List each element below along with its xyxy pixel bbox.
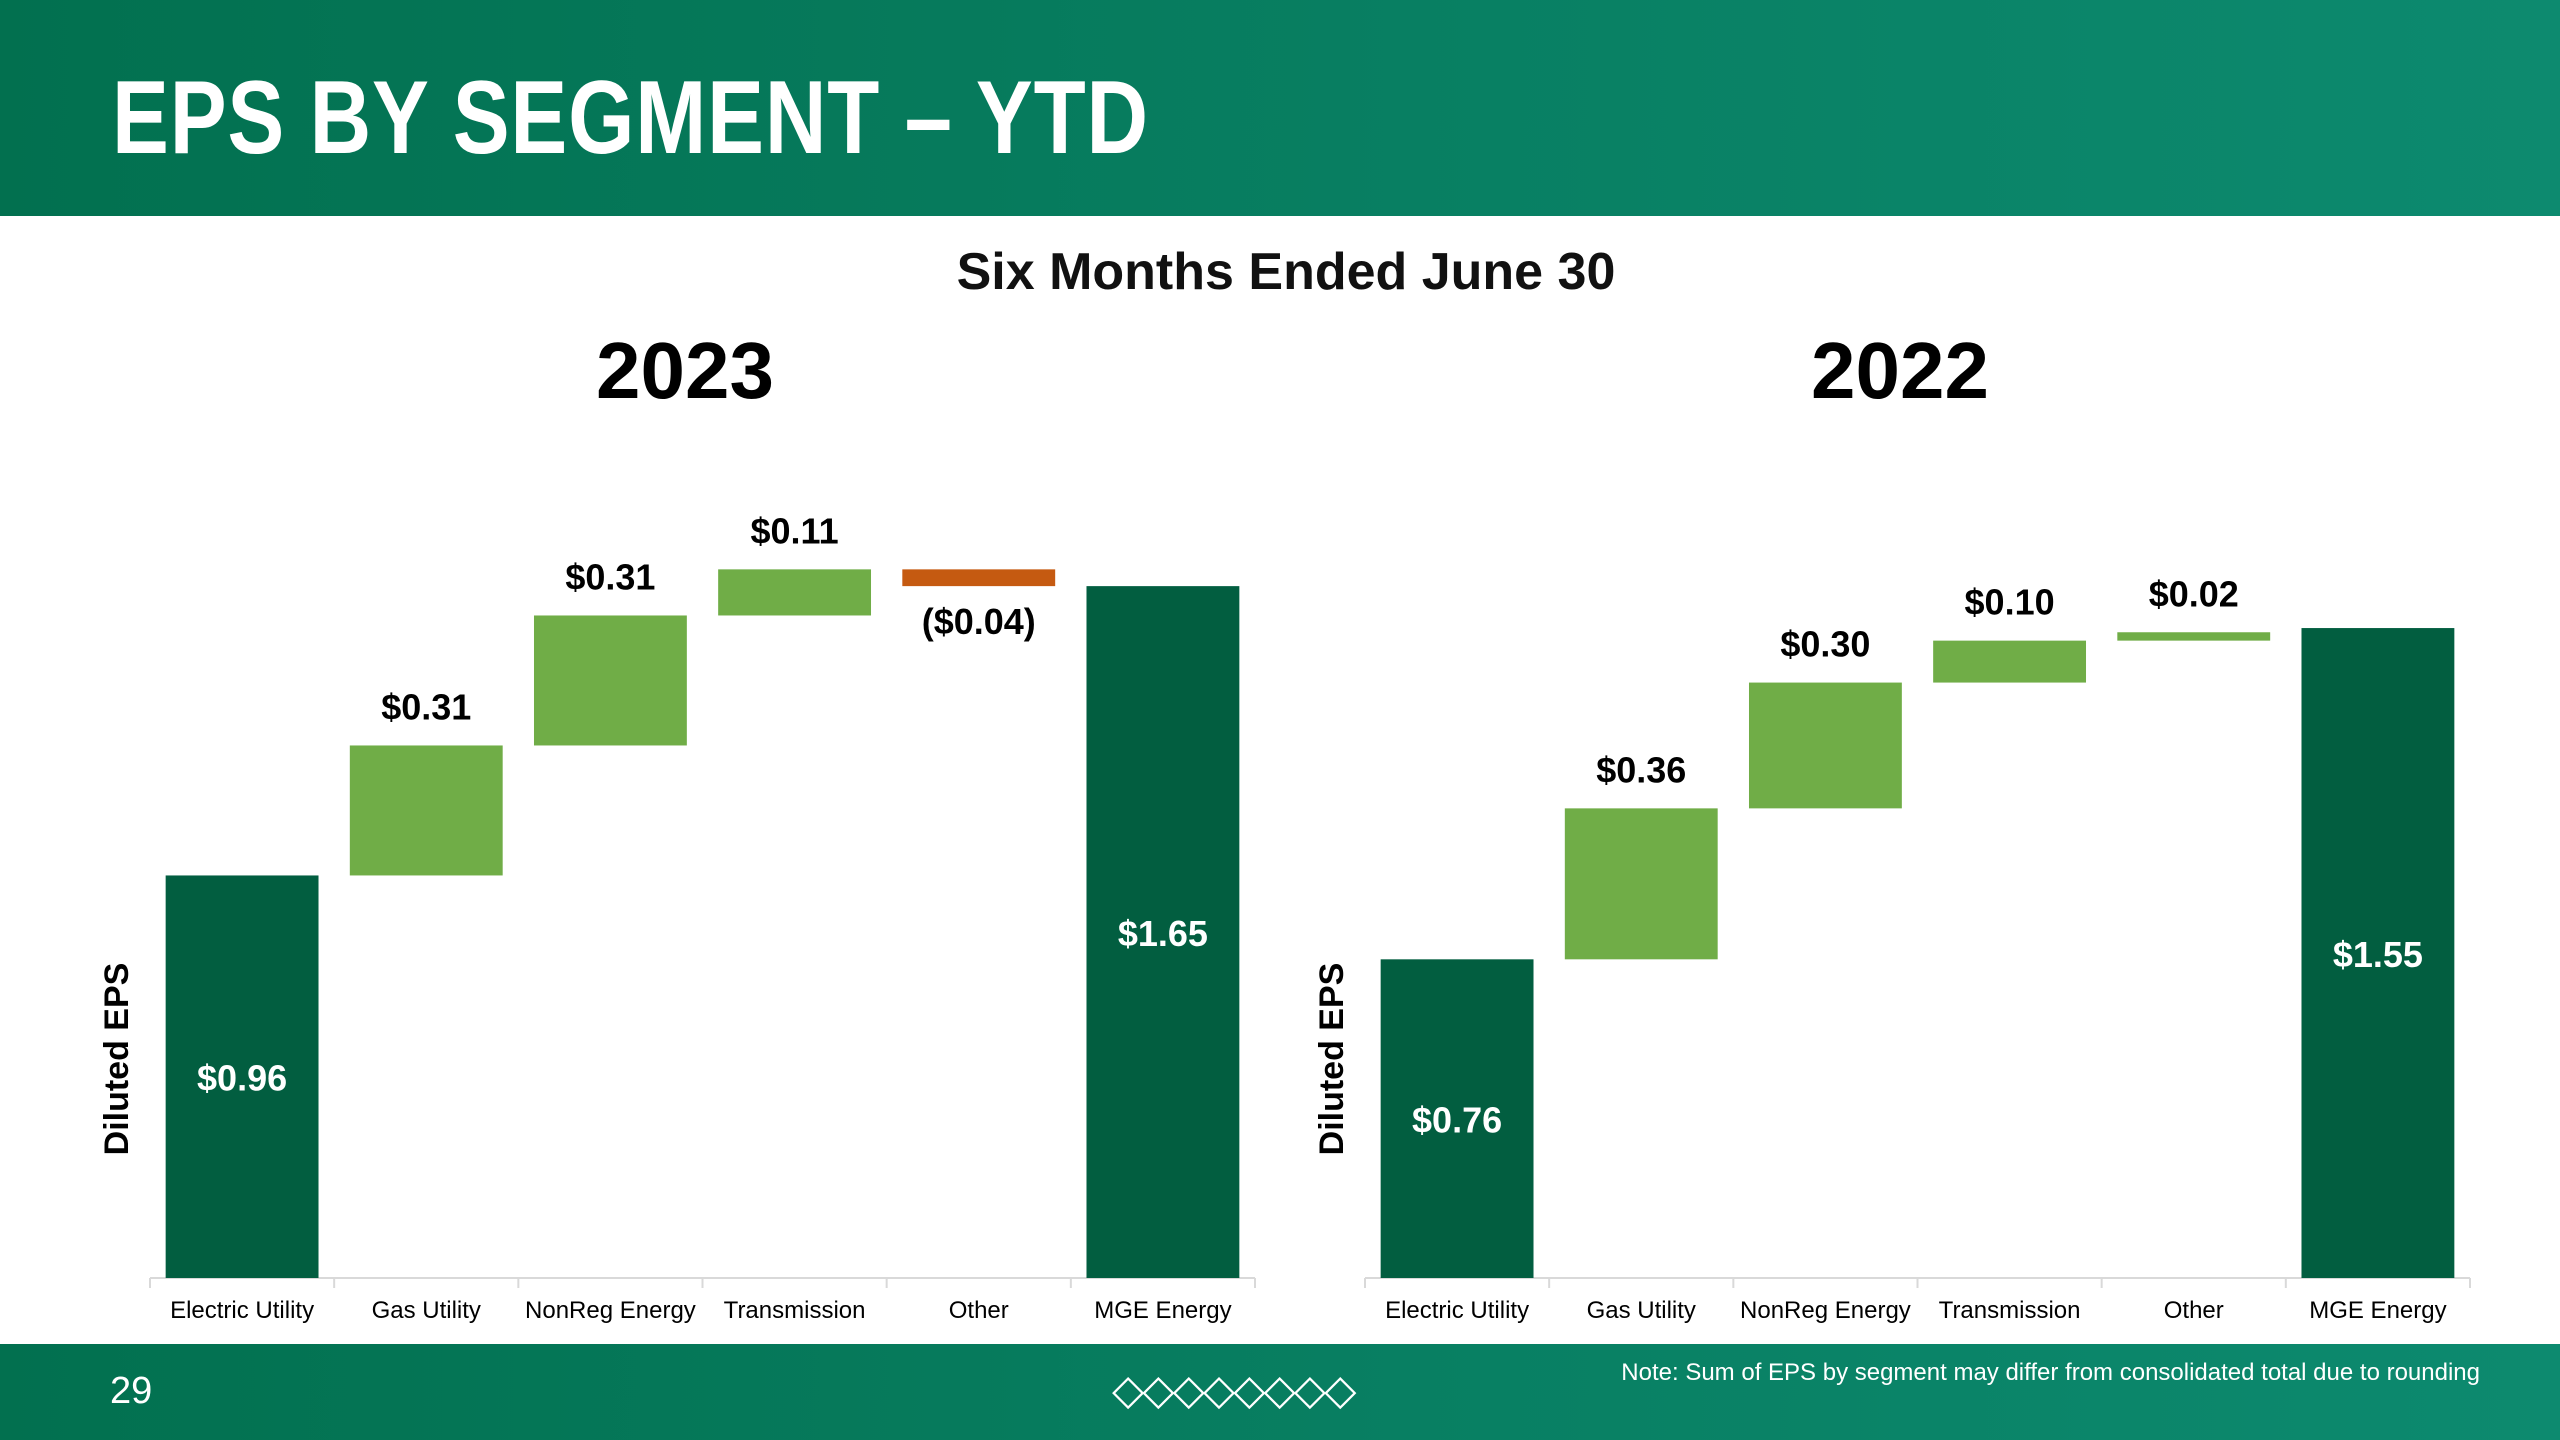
x-tick-label: Other (2164, 1297, 2224, 1324)
data-label: $0.10 (1965, 582, 2055, 623)
page-number: 29 (110, 1370, 153, 1412)
diamond-decoration: ◇◇◇◇◇◇◇◇ (1112, 1365, 1356, 1414)
bar-other (2117, 632, 2271, 641)
chart-title-2022: 2022 (1811, 326, 1989, 415)
data-label: $1.55 (2333, 934, 2423, 975)
footer-bar: 29 ◇◇◇◇◇◇◇◇ Note: Sum of EPS by segment … (0, 1344, 2560, 1440)
chart-title-2023: 2023 (596, 326, 774, 415)
y-axis-label: Diluted EPS (1313, 963, 1351, 1156)
x-tick-label: MGE Energy (2309, 1297, 2446, 1324)
data-label: $0.96 (197, 1058, 287, 1099)
bar-mge-energy (1086, 586, 1240, 1278)
x-tick-label: Gas Utility (1587, 1297, 1696, 1324)
x-tick-label: Transmission (1939, 1297, 2081, 1324)
x-tick-label: NonReg Energy (525, 1297, 696, 1324)
header-banner: EPS BY SEGMENT – YTD (0, 0, 2560, 216)
bar-gas-utility (1564, 808, 1718, 960)
data-label: $0.36 (1596, 749, 1686, 790)
x-tick-label: NonReg Energy (1740, 1297, 1911, 1324)
bar-nonreg-energy (1748, 682, 1902, 809)
bar-mge-energy (2301, 628, 2455, 1278)
bar-other (902, 569, 1056, 587)
x-tick-label: Transmission (724, 1297, 866, 1324)
data-label: $0.11 (751, 510, 839, 551)
x-tick-label: Gas Utility (372, 1297, 481, 1324)
data-label: $0.31 (565, 556, 655, 597)
bar-transmission (718, 569, 872, 616)
bar-electric-utility (1380, 959, 1534, 1278)
bar-transmission (1933, 640, 2087, 683)
data-label: $0.31 (381, 686, 471, 727)
chart-subtitle: Six Months Ended June 30 (956, 243, 1616, 301)
waterfall-charts: 2023 Diluted EPS Electric Utility $0.96 Gas … (98, 326, 2471, 1324)
x-tick-label: Other (949, 1297, 1009, 1324)
bar-gas-utility (349, 745, 503, 876)
data-label: $1.65 (1118, 913, 1208, 954)
x-tick-label: Electric Utility (1385, 1297, 1529, 1324)
x-tick-label: MGE Energy (1094, 1297, 1231, 1324)
bar-nonreg-energy (533, 615, 687, 746)
x-tick-label: Electric Utility (170, 1297, 314, 1324)
page-title: EPS BY SEGMENT – YTD (112, 60, 1149, 176)
data-label: ($0.04) (922, 601, 1036, 642)
y-axis-label: Diluted EPS (98, 963, 136, 1156)
bar-electric-utility (165, 875, 319, 1278)
footnote: Note: Sum of EPS by segment may differ f… (1621, 1359, 2480, 1386)
data-label: $0.76 (1412, 1100, 1502, 1141)
data-label: $0.02 (2149, 573, 2239, 614)
data-label: $0.30 (1780, 624, 1870, 665)
